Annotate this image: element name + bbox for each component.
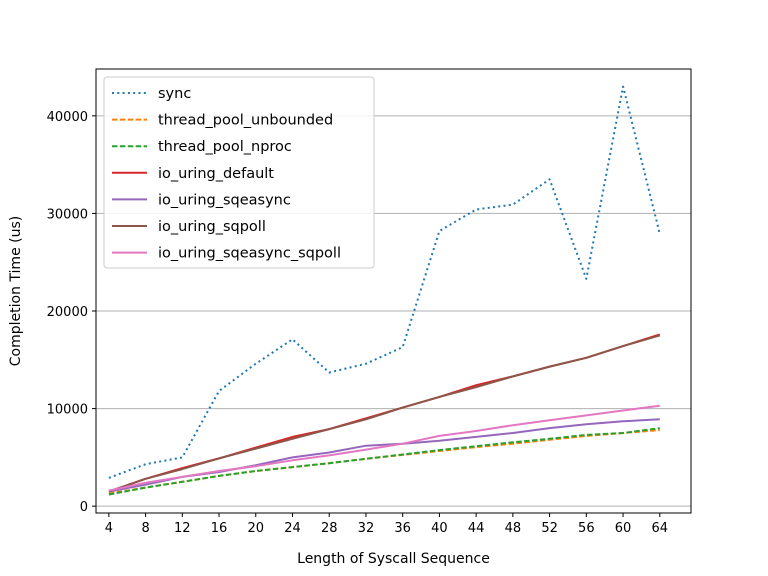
- y-tick-label: 10000: [47, 403, 88, 418]
- y-tick-label: 20000: [47, 305, 88, 320]
- y-tick-label: 0: [80, 500, 88, 515]
- x-tick-label: 24: [284, 521, 301, 536]
- series-line-thread-pool-nproc: [108, 427, 660, 496]
- x-tick-label: 60: [615, 521, 632, 536]
- legend-box: [103, 76, 375, 269]
- y-axis-label: Completion Time (us): [8, 216, 24, 366]
- plot-frame: [95, 68, 692, 514]
- x-tick-label: 48: [505, 521, 522, 536]
- legend-label: io_uring_default: [158, 166, 274, 182]
- legend-label: sync: [158, 86, 191, 102]
- series-line-io-uring-sqeasync-sqpoll: [108, 404, 660, 492]
- x-axis-ticks: 4 8 12 16 20 24 28 32 36 40 44 48 52 56 60 64: [105, 513, 668, 536]
- x-tick-label: 32: [358, 521, 375, 536]
- x-tick-label: 52: [541, 521, 558, 536]
- x-tick-label: 8: [141, 521, 149, 536]
- legend: sync thread_pool_unbounded thread_pool_npr…: [103, 76, 375, 269]
- legend-label: thread_pool_nproc: [158, 139, 292, 155]
- x-tick-label: 40: [431, 521, 448, 536]
- x-tick-label: 28: [321, 521, 338, 536]
- x-tick-label: 12: [174, 521, 191, 536]
- y-axis-ticks: 0 10000 20000 30000 40000: [47, 110, 96, 515]
- x-tick-label: 16: [211, 521, 228, 536]
- legend-label: io_uring_sqeasync_sqpoll: [158, 246, 341, 262]
- x-axis-label: Length of Syscall Sequence: [297, 551, 490, 567]
- series-line-sync: [108, 85, 661, 479]
- series-lines: [108, 85, 661, 496]
- x-tick-label: 36: [394, 521, 411, 536]
- x-tick-label: 56: [578, 521, 595, 536]
- x-tick-label: 20: [247, 521, 264, 536]
- x-tick-label: 4: [105, 521, 113, 536]
- x-tick-label: 44: [468, 521, 485, 536]
- y-tick-label: 30000: [47, 207, 88, 222]
- legend-label: io_uring_sqpoll: [158, 219, 266, 235]
- legend-label: io_uring_sqeasync: [158, 192, 291, 208]
- x-tick-label: 64: [652, 521, 669, 536]
- y-tick-label: 40000: [47, 110, 88, 125]
- legend-label: thread_pool_unbounded: [158, 113, 333, 129]
- series-line-io-uring-sqpoll: [108, 334, 661, 493]
